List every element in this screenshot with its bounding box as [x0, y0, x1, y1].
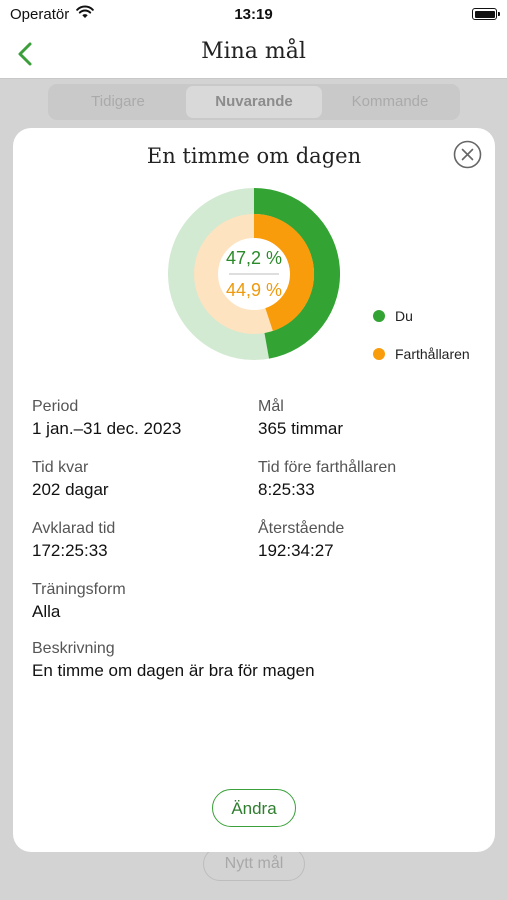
- legend-you-dot: [373, 310, 385, 322]
- you-ring-progress: [253, 188, 340, 359]
- training-type-label: Träningsform: [32, 581, 126, 598]
- close-icon[interactable]: [453, 140, 482, 169]
- legend-you: Du: [373, 308, 413, 324]
- goal-detail-modal: En timme om dagen 47,2 % 44,9 % Du Farth…: [13, 128, 495, 852]
- pacer-percent: 44,9 %: [225, 280, 283, 300]
- remaining-label: Återstående: [258, 520, 345, 537]
- time-before-pacer-label: Tid före farthållaren: [258, 459, 397, 476]
- edit-button[interactable]: Ändra: [212, 789, 296, 827]
- progress-ring-chart: [168, 188, 340, 360]
- page-title: Mina mål: [201, 39, 306, 64]
- new-goal-button[interactable]: Nytt mål: [203, 847, 305, 881]
- remaining-value: 192:34:27: [258, 541, 334, 560]
- legend-pacer: Farthållaren: [373, 346, 470, 362]
- status-bar: Operatör 13:19: [0, 0, 507, 30]
- legend-pacer-dot: [373, 348, 385, 360]
- goal-period-tabs: Tidigare Nuvarande Kommande: [48, 84, 460, 120]
- legend-you-label: Du: [395, 308, 413, 324]
- wifi-icon: [76, 5, 94, 18]
- training-type-value: Alla: [32, 602, 61, 621]
- tab-previous[interactable]: Tidigare: [91, 93, 145, 110]
- period-value: 1 jan.–31 dec. 2023: [32, 419, 182, 438]
- goal-label: Mål: [258, 398, 284, 415]
- description-label: Beskrivning: [32, 640, 115, 657]
- time-before-pacer-value: 8:25:33: [258, 480, 315, 499]
- goal-value: 365 timmar: [258, 419, 344, 438]
- description-value: En timme om dagen är bra för magen: [32, 661, 315, 680]
- legend-pacer-label: Farthållaren: [395, 346, 470, 362]
- pacer-ring-progress: [253, 214, 314, 331]
- period-label: Period: [32, 398, 79, 415]
- goal-title: En timme om dagen: [146, 144, 362, 168]
- navigation-bar: Mina mål: [0, 30, 507, 79]
- you-percent: 47,2 %: [225, 248, 283, 268]
- tab-current[interactable]: Nuvarande: [186, 86, 322, 118]
- status-time: 13:19: [234, 6, 273, 23]
- time-left-label: Tid kvar: [32, 459, 89, 476]
- time-left-value: 202 dagar: [32, 480, 109, 499]
- battery-icon: [472, 8, 500, 20]
- completed-time-label: Avklarad tid: [32, 520, 116, 537]
- carrier-name: Operatör: [10, 6, 70, 23]
- completed-time-value: 172:25:33: [32, 541, 108, 560]
- tab-upcoming[interactable]: Kommande: [351, 93, 429, 110]
- back-chevron-icon[interactable]: [14, 40, 36, 68]
